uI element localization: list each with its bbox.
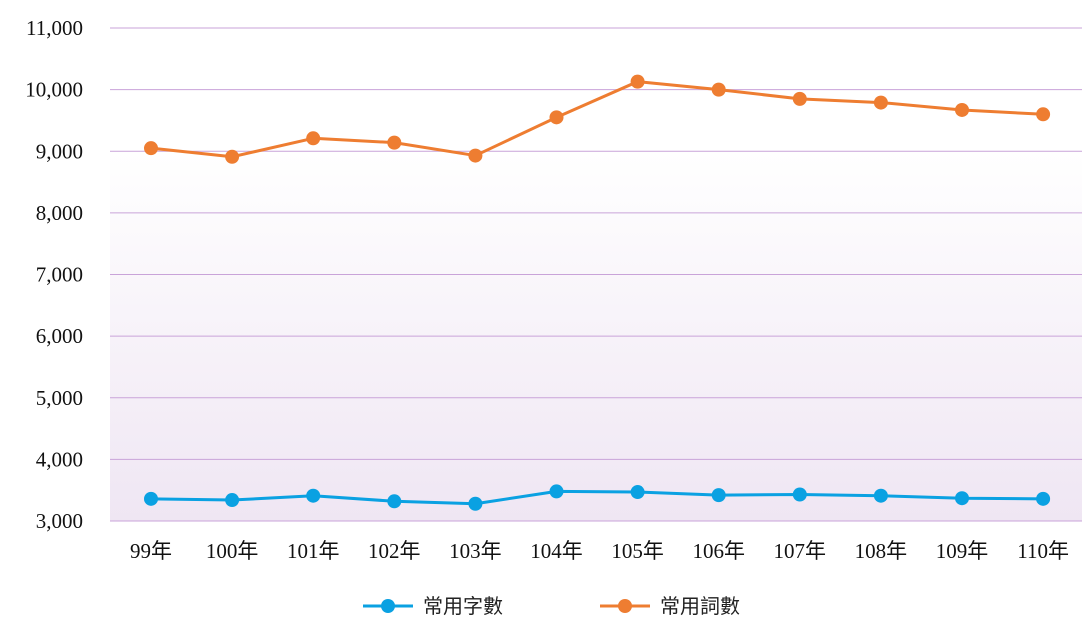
y-tick-label: 5,000 xyxy=(36,386,83,410)
data-point xyxy=(630,485,645,500)
data-point xyxy=(306,488,321,503)
y-tick-label: 7,000 xyxy=(36,263,83,287)
gridlines xyxy=(110,27,1082,522)
x-tick-label: 99年 xyxy=(130,539,172,563)
x-tick-label: 102年 xyxy=(368,539,421,563)
x-tick-label: 108年 xyxy=(855,539,908,563)
x-tick-label: 104年 xyxy=(530,539,583,563)
data-point xyxy=(630,74,645,89)
data-point xyxy=(144,491,158,506)
data-point xyxy=(549,484,564,499)
data-point xyxy=(144,141,158,156)
data-point xyxy=(306,131,321,146)
x-tick-label: 106年 xyxy=(692,539,745,563)
data-point xyxy=(711,82,726,97)
data-point xyxy=(549,110,564,125)
y-tick-label: 3,000 xyxy=(36,509,83,533)
series-2 xyxy=(144,74,1051,164)
x-axis-tick-labels: 99年 100年 101年 102年 103年 104年 105年 106年 107年 108年 1… xyxy=(130,539,1069,563)
data-point xyxy=(1036,107,1051,122)
series-layer xyxy=(144,74,1051,511)
data-point xyxy=(225,149,240,164)
series-line xyxy=(150,80,1044,159)
legend-swatch-marker xyxy=(381,599,395,613)
data-point xyxy=(387,135,402,150)
legend-label: 常用字數 xyxy=(423,594,503,617)
legend: 常用字數 常用詞數 xyxy=(363,594,740,617)
data-point xyxy=(792,91,807,106)
x-tick-label: 103年 xyxy=(449,539,502,563)
data-point xyxy=(711,488,726,503)
data-point xyxy=(1036,491,1051,506)
y-tick-label: 10,000 xyxy=(25,78,83,102)
data-point xyxy=(873,95,888,110)
x-tick-label: 110年 xyxy=(1017,539,1069,563)
y-tick-label: 8,000 xyxy=(36,201,83,225)
data-point xyxy=(225,493,240,508)
legend-item: 常用詞數 xyxy=(600,594,740,617)
x-tick-label: 101年 xyxy=(287,539,340,563)
legend-item: 常用字數 xyxy=(363,594,503,617)
legend-swatch-marker xyxy=(618,599,632,613)
x-tick-label: 105年 xyxy=(611,539,664,563)
data-point xyxy=(792,487,807,502)
legend-label: 常用詞數 xyxy=(660,594,740,617)
y-tick-label: 6,000 xyxy=(36,324,83,348)
y-tick-label: 9,000 xyxy=(36,139,83,163)
x-tick-label: 107年 xyxy=(774,539,827,563)
data-point xyxy=(468,148,483,163)
data-point xyxy=(468,496,483,511)
y-tick-label: 4,000 xyxy=(36,447,83,471)
x-tick-label: 100年 xyxy=(206,539,259,563)
data-point xyxy=(387,494,402,509)
series-1 xyxy=(144,484,1051,511)
x-tick-label: 109年 xyxy=(936,539,989,563)
series-line xyxy=(150,489,1044,506)
data-point xyxy=(955,102,969,117)
y-axis-tick-labels: 3,000 4,000 5,000 6,000 7,000 8,000 9,000 10,00… xyxy=(25,16,83,533)
data-point xyxy=(873,488,888,503)
data-point xyxy=(955,491,969,506)
y-tick-label: 11,000 xyxy=(26,16,83,40)
